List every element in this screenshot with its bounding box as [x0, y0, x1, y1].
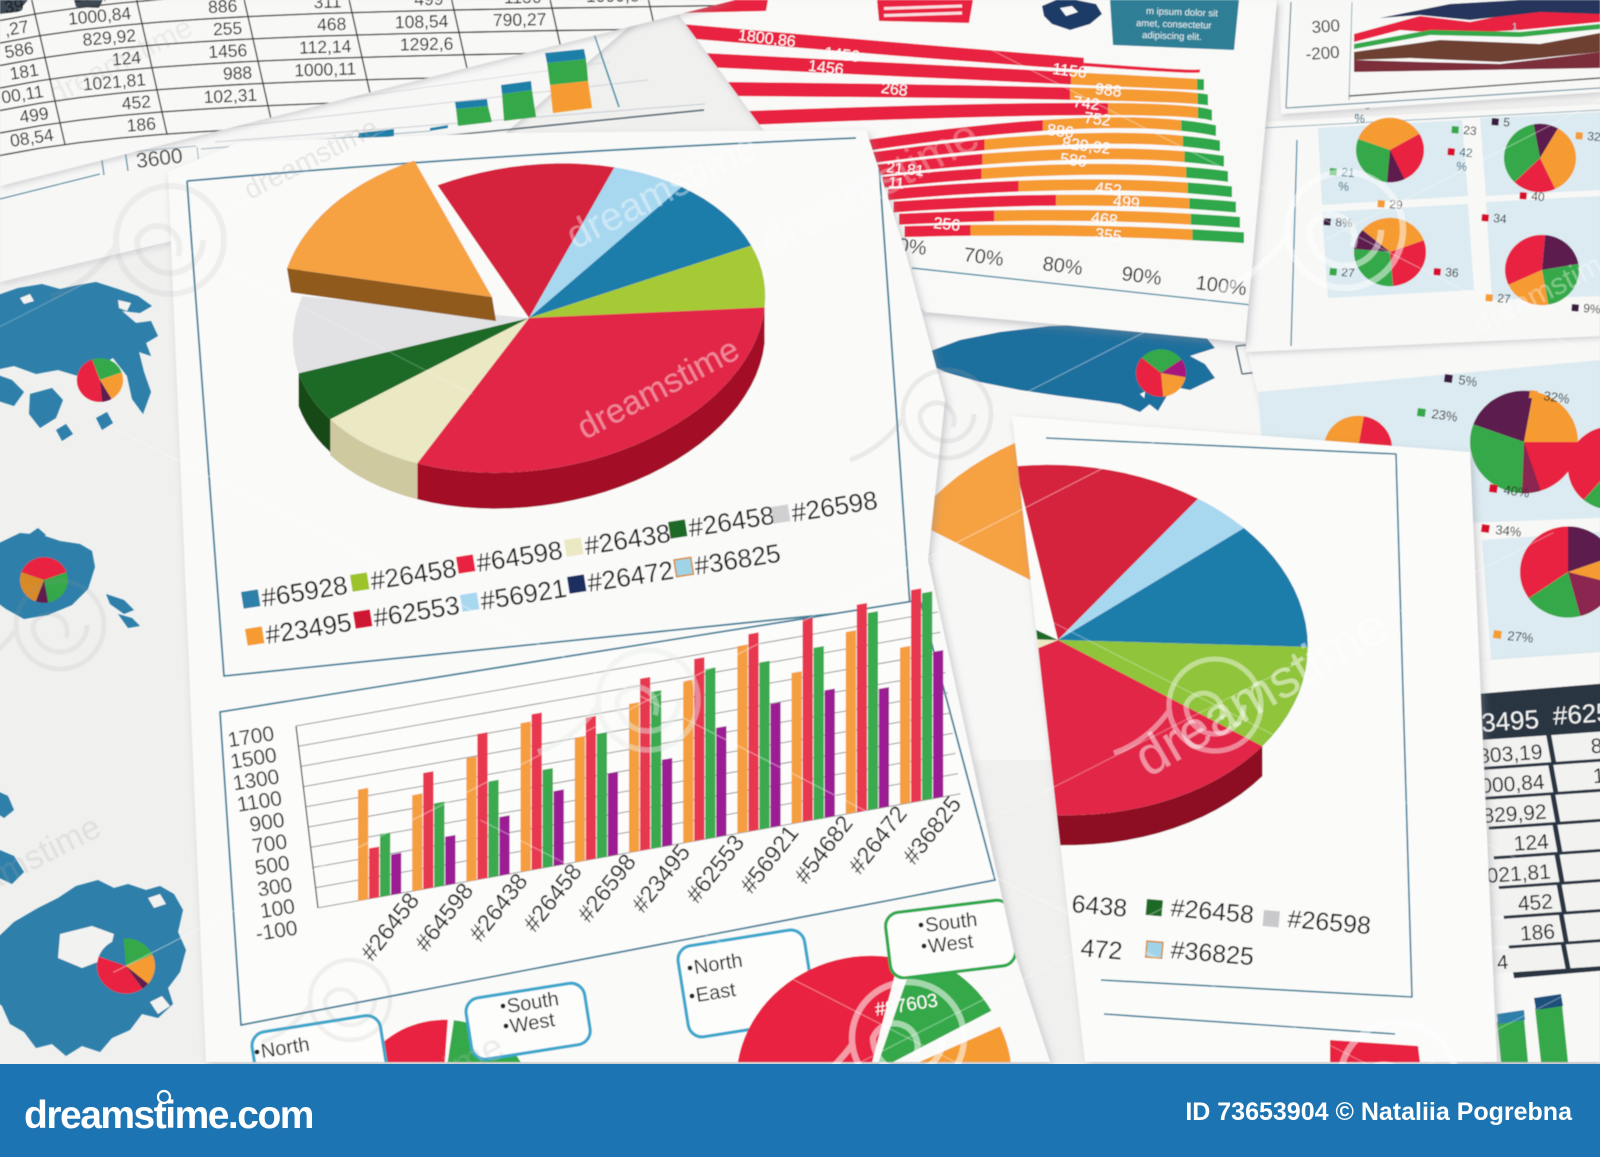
svg-text:700: 700	[251, 830, 289, 858]
svg-text:adipiscing elit.: adipiscing elit.	[1142, 30, 1202, 43]
svg-text:742: 742	[1072, 94, 1101, 114]
svg-text:102,31: 102,31	[203, 85, 257, 107]
svg-text:355: 355	[1094, 226, 1123, 246]
svg-text:499: 499	[1112, 193, 1141, 213]
svg-text:499: 499	[414, 0, 444, 9]
svg-text:27: 27	[1497, 291, 1512, 306]
svg-text:268: 268	[880, 80, 909, 100]
svg-text:90%: 90%	[1120, 263, 1163, 290]
svg-text:23%: 23%	[1431, 406, 1459, 425]
svg-text:256: 256	[933, 215, 961, 235]
svg-text:100: 100	[258, 895, 296, 923]
svg-text:452: 452	[1517, 890, 1554, 915]
svg-text:468: 468	[1090, 210, 1119, 230]
svg-text:452: 452	[1094, 180, 1123, 200]
svg-text:32: 32	[1587, 129, 1600, 144]
svg-text:4: 4	[1496, 952, 1509, 975]
svg-text:34%: 34%	[1495, 522, 1523, 540]
svg-text:988: 988	[1094, 81, 1123, 101]
svg-text:124: 124	[111, 47, 142, 69]
svg-text:32%: 32%	[1543, 388, 1571, 407]
svg-text:-200: -200	[1305, 43, 1340, 64]
svg-text:5: 5	[1503, 115, 1511, 130]
svg-text:21,81: 21,81	[886, 159, 925, 180]
svg-text:112,14: 112,14	[299, 36, 352, 58]
svg-text:829,92: 829,92	[1061, 135, 1112, 158]
svg-text:311: 311	[313, 0, 342, 12]
svg-text:186: 186	[1519, 920, 1556, 945]
svg-text:%: %	[1338, 179, 1350, 194]
svg-text:500: 500	[253, 852, 291, 880]
svg-text:900: 900	[248, 809, 286, 837]
svg-text:452: 452	[121, 91, 152, 113]
svg-text:amet, consectetur: amet, consectetur	[1136, 18, 1212, 32]
svg-text:42: 42	[1459, 145, 1474, 160]
svg-text:1156: 1156	[504, 0, 542, 7]
svg-text:27%: 27%	[1507, 628, 1535, 646]
svg-text:39: 39	[3, 0, 26, 18]
svg-text:5%: 5%	[1458, 372, 1479, 390]
svg-text:70%: 70%	[962, 244, 1005, 271]
svg-text:803,19: 803,19	[1478, 741, 1544, 768]
svg-text:499: 499	[18, 103, 50, 127]
svg-text:23: 23	[1463, 123, 1478, 138]
svg-text:790,27: 790,27	[493, 9, 547, 30]
svg-text:36: 36	[1445, 265, 1460, 280]
svg-text:80%: 80%	[1041, 253, 1084, 280]
svg-text:10: 10	[1592, 764, 1600, 789]
svg-text:886: 886	[1046, 122, 1075, 142]
svg-text:468: 468	[317, 14, 347, 35]
svg-text:%: %	[1354, 111, 1366, 126]
svg-text:1456: 1456	[807, 58, 845, 79]
svg-text:%: %	[1456, 159, 1468, 174]
svg-text:186: 186	[126, 113, 157, 135]
svg-text:81: 81	[1590, 734, 1600, 759]
svg-text:181: 181	[8, 60, 40, 84]
svg-text:752: 752	[1083, 110, 1112, 130]
svg-text:829,92: 829,92	[1482, 801, 1548, 828]
svg-text:108,54: 108,54	[395, 11, 449, 32]
svg-text:1800,86: 1800,86	[737, 27, 797, 51]
svg-text:m ipsum dolor sit: m ipsum dolor sit	[1146, 6, 1218, 20]
svg-text:34: 34	[1493, 211, 1508, 226]
svg-text:1156: 1156	[1051, 61, 1087, 82]
svg-text:803,19: 803,19	[72, 0, 127, 6]
svg-text:586: 586	[3, 38, 35, 62]
svg-text:886: 886	[208, 0, 238, 17]
svg-text:1: 1	[1512, 22, 1518, 33]
svg-text:ID 73653904 © Nataliia Pogrebn: ID 73653904 © Nataliia Pogrebna	[1185, 1098, 1573, 1126]
svg-text:#625: #625	[1552, 697, 1600, 731]
svg-text:3495: 3495	[1480, 704, 1540, 738]
svg-text:40: 40	[1531, 189, 1546, 204]
svg-text:1000,11: 1000,11	[294, 59, 357, 81]
svg-text:11: 11	[888, 174, 905, 193]
svg-text:,27: ,27	[3, 16, 30, 40]
svg-text:40%: 40%	[1503, 482, 1531, 501]
svg-text:300: 300	[1311, 16, 1341, 37]
svg-text:1000,8: 1000,8	[586, 0, 640, 6]
svg-text:124: 124	[1513, 831, 1550, 856]
svg-text:1292,6: 1292,6	[400, 34, 454, 55]
svg-text:829,92: 829,92	[82, 25, 137, 50]
svg-text:1456: 1456	[823, 45, 861, 66]
svg-text:586: 586	[1059, 151, 1088, 171]
svg-text:9%: 9%	[1583, 301, 1600, 316]
svg-text:255: 255	[213, 18, 243, 39]
svg-text:988: 988	[222, 62, 252, 83]
svg-text:1456: 1456	[208, 40, 248, 62]
